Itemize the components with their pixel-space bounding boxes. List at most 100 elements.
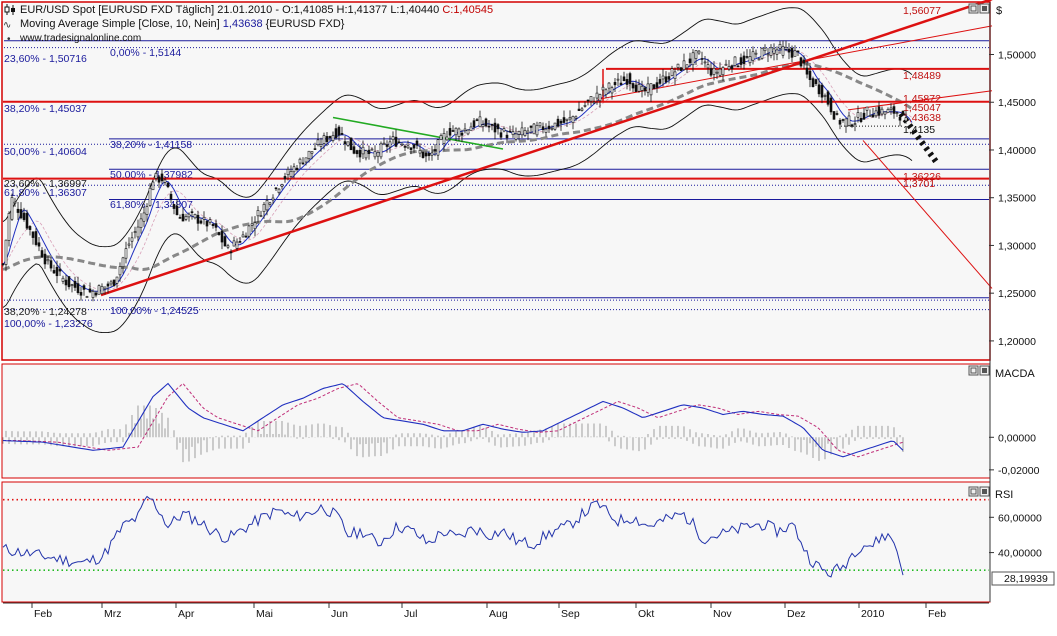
- price-axis-tick-label: 1,45000: [998, 97, 1036, 109]
- candle-body: [82, 285, 86, 290]
- candle-body: [898, 116, 902, 121]
- candle-body: [43, 253, 47, 265]
- candle-body: [13, 201, 17, 204]
- candle-body: [613, 82, 617, 86]
- candle-body: [211, 223, 215, 227]
- candle-body: [37, 242, 41, 247]
- candle-body: [733, 56, 737, 66]
- candle-body: [370, 148, 374, 151]
- candle-body: [802, 59, 806, 64]
- candle-body: [220, 230, 224, 243]
- candle-body: [484, 118, 488, 127]
- restore-icon[interactable]: [968, 365, 979, 376]
- candle-body: [646, 83, 650, 93]
- fib-label: 38,20% - 1,24278: [4, 306, 87, 318]
- candle-body: [820, 84, 824, 98]
- candle-body: [355, 150, 359, 155]
- candle-body: [460, 132, 464, 136]
- candle-body: [469, 126, 473, 131]
- x-axis-tick-label: Jul: [404, 608, 417, 620]
- x-axis-tick-label: Feb: [34, 608, 52, 620]
- restore-icon[interactable]: [968, 486, 979, 497]
- candle-body: [694, 50, 698, 59]
- candle-body: [682, 60, 686, 70]
- candle-body: [862, 112, 866, 120]
- candle-body: [427, 153, 431, 156]
- fib-label: 100,00% - 1,24525: [110, 305, 199, 317]
- candle-body: [640, 85, 644, 91]
- candle-body: [604, 89, 608, 95]
- candle-body: [205, 220, 209, 227]
- x-axis-tick-label: Mrz: [104, 608, 122, 620]
- candle-body: [112, 279, 116, 287]
- candle-body: [874, 110, 878, 117]
- x-axis-tick-label: Feb: [928, 608, 946, 620]
- macd-line: [2, 382, 904, 458]
- candle-body: [451, 130, 455, 132]
- candle-body: [313, 148, 317, 150]
- candle-body: [748, 56, 752, 63]
- macd-panel-controls[interactable]: [968, 365, 990, 376]
- restore-icon[interactable]: [968, 3, 979, 14]
- candle-body: [481, 124, 485, 127]
- candle-body: [166, 182, 170, 188]
- price-panel-controls[interactable]: [968, 3, 990, 14]
- candle-body: [121, 257, 125, 268]
- candle-body: [697, 50, 701, 54]
- candle-body: [583, 105, 587, 107]
- candle-body: [553, 122, 557, 130]
- candle-body: [328, 136, 332, 139]
- candle-body: [382, 142, 386, 145]
- candle-body: [289, 171, 293, 177]
- rsi-panel-controls[interactable]: [968, 486, 990, 497]
- candle-body: [265, 200, 269, 211]
- candle-body: [592, 101, 596, 104]
- main-uptrend-line: [100, 0, 993, 297]
- candle-body: [685, 64, 689, 69]
- candle-body: [706, 64, 710, 69]
- candle-body: [850, 124, 854, 127]
- price-axis-tick-label: 1,35000: [998, 193, 1036, 205]
- candle-body: [889, 107, 893, 110]
- candle-body: [769, 47, 773, 56]
- candle-body: [55, 266, 59, 277]
- candle-body: [106, 283, 110, 287]
- candle-body: [70, 284, 74, 286]
- candle-body: [292, 166, 296, 173]
- candle-body: [757, 58, 761, 61]
- candle-body: [667, 76, 671, 80]
- candle-body: [109, 281, 113, 285]
- candle-body: [754, 52, 758, 55]
- candle-body: [22, 212, 26, 220]
- candle-body: [352, 146, 356, 154]
- candle-body: [478, 116, 482, 128]
- candle-body: [523, 130, 527, 136]
- candle-body: [652, 84, 656, 89]
- candle-body: [73, 280, 77, 288]
- candle-body: [532, 123, 536, 135]
- header-line2: Moving Average Simple [Close, 10, Nein] …: [20, 18, 345, 30]
- candle-body: [142, 212, 146, 222]
- candle-body: [742, 55, 746, 64]
- candle-body: [406, 145, 410, 149]
- candle-body: [598, 94, 602, 102]
- candle-body: [763, 47, 767, 52]
- candle-body: [595, 92, 599, 99]
- price-axis-tick-label: 1,25000: [998, 288, 1036, 300]
- fib-label: 23,60% - 1,50716: [4, 53, 87, 65]
- candle-body: [325, 136, 329, 142]
- candle-body: [718, 68, 722, 76]
- candle-body: [712, 67, 716, 75]
- x-axis-tick-label: Mai: [256, 608, 273, 620]
- candle-body: [436, 139, 440, 156]
- moving-average-200-line: [2, 62, 912, 272]
- candle-body: [565, 118, 569, 121]
- candle-body: [619, 82, 623, 86]
- candle-body: [676, 63, 680, 68]
- candle-body: [196, 214, 200, 224]
- candle-body: [304, 157, 308, 163]
- price-level-label: 1,48489: [903, 70, 941, 82]
- x-axis-tick-label: Aug: [489, 608, 508, 620]
- header-line1: EUR/USD Spot [EURUSD FXD Täglich] 21.01.…: [20, 4, 493, 16]
- candle-body: [346, 141, 350, 146]
